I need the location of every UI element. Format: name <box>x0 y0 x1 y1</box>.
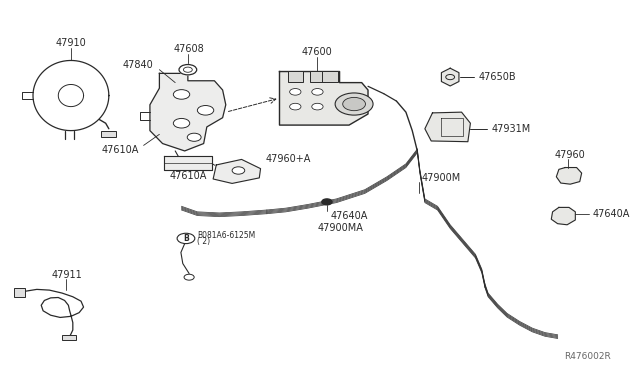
Text: ( 2): ( 2) <box>197 237 211 246</box>
Circle shape <box>290 89 301 95</box>
Circle shape <box>342 97 365 111</box>
Text: 47960: 47960 <box>555 150 586 160</box>
Text: 47650B: 47650B <box>479 72 516 82</box>
Circle shape <box>335 93 373 115</box>
Text: 47900MA: 47900MA <box>317 224 364 234</box>
Text: 47900M: 47900M <box>422 173 461 183</box>
Polygon shape <box>150 73 226 151</box>
Text: 47600: 47600 <box>302 47 333 57</box>
Bar <box>62 335 76 340</box>
Text: 47610A: 47610A <box>101 145 138 155</box>
Circle shape <box>188 133 201 141</box>
Bar <box>323 71 338 82</box>
Circle shape <box>173 90 189 99</box>
Text: 47931M: 47931M <box>492 124 531 134</box>
Circle shape <box>232 167 244 174</box>
Text: 47910: 47910 <box>56 38 86 48</box>
Polygon shape <box>425 112 470 142</box>
Bar <box>310 71 325 82</box>
Circle shape <box>312 103 323 110</box>
Polygon shape <box>442 68 459 86</box>
Text: 47608: 47608 <box>173 44 205 54</box>
Polygon shape <box>556 167 582 184</box>
Circle shape <box>322 199 332 205</box>
Text: 47960+A: 47960+A <box>266 154 311 164</box>
Bar <box>288 71 303 82</box>
Text: 47640A: 47640A <box>593 209 630 219</box>
Polygon shape <box>280 71 368 125</box>
Circle shape <box>290 103 301 110</box>
Circle shape <box>312 89 323 95</box>
Circle shape <box>197 106 214 115</box>
Polygon shape <box>551 208 575 225</box>
Text: 47840: 47840 <box>122 60 153 70</box>
Polygon shape <box>164 157 212 170</box>
Polygon shape <box>213 160 260 183</box>
Text: B: B <box>183 234 189 243</box>
Text: B081A6-6125M: B081A6-6125M <box>197 231 255 240</box>
Circle shape <box>179 64 196 75</box>
Text: 47640A: 47640A <box>330 211 367 221</box>
Bar <box>101 131 116 137</box>
Text: R476002R: R476002R <box>564 352 611 361</box>
Text: 47610A: 47610A <box>169 171 207 181</box>
Bar <box>14 288 26 297</box>
Text: 47911: 47911 <box>51 270 82 280</box>
Circle shape <box>173 118 189 128</box>
